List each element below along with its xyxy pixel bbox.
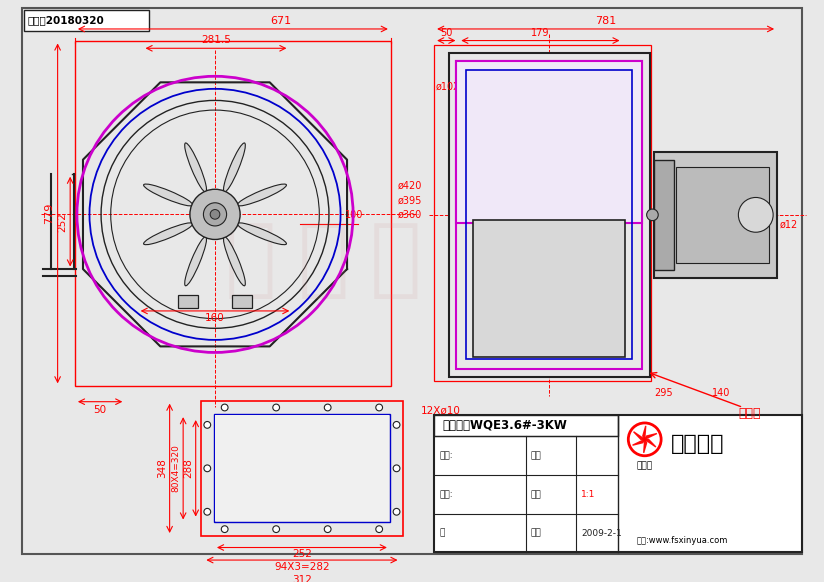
Bar: [456, 61, 642, 222]
Text: 2009-2-1: 2009-2-1: [581, 528, 622, 538]
Circle shape: [376, 404, 382, 411]
Text: 295: 295: [654, 388, 673, 398]
Bar: [75, 41, 391, 386]
Circle shape: [393, 509, 400, 515]
Ellipse shape: [143, 223, 193, 244]
Ellipse shape: [185, 237, 207, 286]
Text: 94X3=282: 94X3=282: [274, 562, 330, 572]
Bar: [456, 61, 642, 369]
Text: 140: 140: [712, 388, 731, 398]
Circle shape: [204, 421, 211, 428]
Text: 348: 348: [157, 459, 166, 478]
Text: 779: 779: [44, 203, 54, 224]
Text: 160: 160: [205, 313, 225, 323]
Circle shape: [222, 526, 228, 533]
Text: 12Xø10: 12Xø10: [421, 406, 461, 416]
Polygon shape: [644, 439, 656, 447]
Circle shape: [393, 465, 400, 471]
Text: 遍号：20180320: 遍号：20180320: [28, 15, 105, 25]
Circle shape: [204, 203, 227, 226]
Text: 新: 新: [225, 219, 277, 302]
Text: 制图:: 制图:: [439, 451, 452, 460]
Circle shape: [204, 509, 211, 515]
Bar: [434, 415, 618, 436]
Text: 50: 50: [94, 404, 106, 414]
Text: 179: 179: [531, 28, 550, 38]
Circle shape: [325, 404, 331, 411]
Circle shape: [222, 404, 228, 411]
Circle shape: [376, 526, 382, 533]
Text: 671: 671: [270, 16, 292, 26]
Text: 新峰运: 新峰运: [637, 462, 653, 471]
Text: ø420: ø420: [397, 181, 422, 191]
Ellipse shape: [143, 184, 193, 206]
Polygon shape: [633, 439, 644, 445]
Text: 80X4=320: 80X4=320: [171, 445, 180, 492]
Circle shape: [738, 197, 773, 232]
Polygon shape: [634, 432, 644, 439]
Text: 网址:www.fsxinyua.com: 网址:www.fsxinyua.com: [637, 535, 728, 545]
Text: 100: 100: [345, 210, 363, 220]
Bar: [676, 166, 770, 263]
Bar: [449, 53, 649, 377]
Text: 峰: 峰: [297, 219, 349, 302]
Bar: [434, 45, 652, 381]
Text: 保温层: 保温层: [738, 407, 761, 420]
Text: 312: 312: [292, 574, 311, 582]
Text: 252: 252: [58, 212, 68, 232]
Ellipse shape: [223, 237, 246, 286]
Text: 252: 252: [292, 549, 311, 559]
Circle shape: [273, 526, 279, 533]
Text: ø10X8: ø10X8: [436, 82, 467, 92]
Bar: [473, 219, 625, 357]
Ellipse shape: [237, 223, 287, 244]
Text: ø395: ø395: [397, 196, 422, 205]
Text: 比比: 比比: [531, 490, 541, 499]
Bar: [178, 294, 198, 308]
Bar: [466, 70, 632, 359]
Polygon shape: [644, 439, 647, 453]
Bar: [232, 294, 251, 308]
Bar: [214, 414, 390, 523]
Bar: [24, 10, 149, 31]
Circle shape: [273, 404, 279, 411]
Text: ®: ®: [544, 314, 566, 333]
Bar: [215, 415, 389, 521]
Text: 288: 288: [183, 459, 193, 478]
Polygon shape: [644, 434, 657, 439]
Circle shape: [204, 465, 211, 471]
Ellipse shape: [237, 184, 287, 206]
Bar: [654, 152, 777, 278]
Text: 50: 50: [440, 28, 452, 38]
Polygon shape: [643, 426, 646, 439]
Bar: [654, 160, 674, 270]
Text: ø360: ø360: [397, 210, 422, 220]
Circle shape: [393, 421, 400, 428]
Circle shape: [325, 526, 331, 533]
Text: 日期: 日期: [531, 528, 541, 538]
Text: 保温风机WQE3.6#-3KW: 保温风机WQE3.6#-3KW: [442, 420, 567, 432]
Circle shape: [190, 189, 240, 239]
Bar: [200, 401, 403, 536]
Text: 运: 运: [370, 219, 421, 302]
Text: ø12: ø12: [780, 219, 798, 230]
Bar: [434, 415, 802, 552]
Text: 工比: 工比: [531, 451, 541, 460]
Text: 781: 781: [595, 16, 616, 26]
Text: 1:1: 1:1: [581, 490, 596, 499]
Text: 281.5: 281.5: [201, 36, 231, 45]
Text: 新运风机: 新运风机: [671, 434, 724, 454]
Ellipse shape: [223, 143, 246, 192]
Text: 审核:: 审核:: [439, 490, 452, 499]
Circle shape: [210, 210, 220, 219]
Text: 比: 比: [439, 528, 444, 538]
Circle shape: [647, 209, 658, 221]
Ellipse shape: [185, 143, 207, 192]
Circle shape: [628, 423, 661, 456]
